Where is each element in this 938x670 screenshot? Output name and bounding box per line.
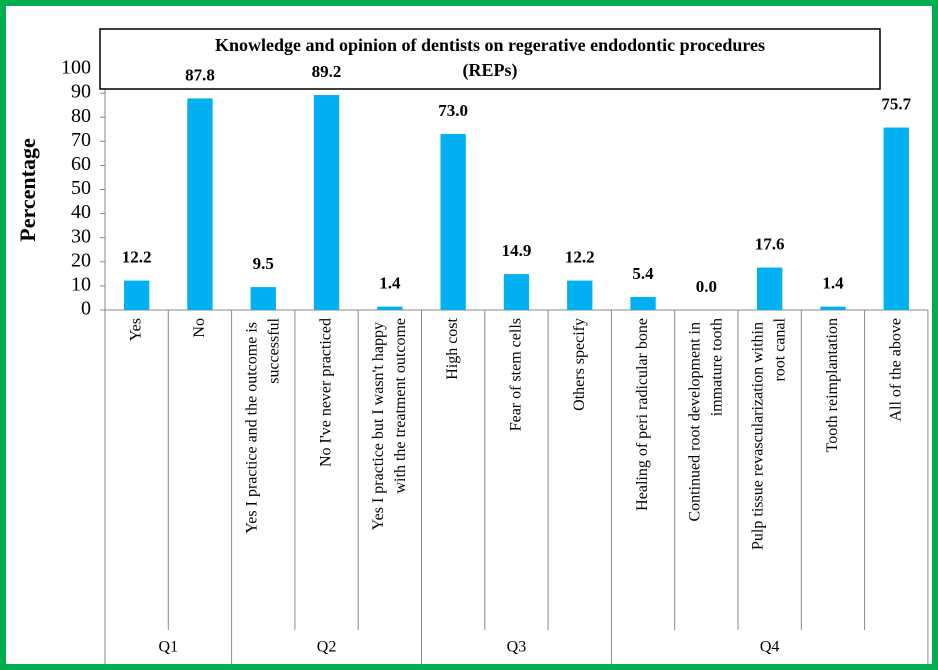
y-axis-label: Percentage	[15, 138, 40, 242]
x-tick-label: Pulp tissue revascularization within roo…	[749, 317, 788, 550]
value-label: 75.7	[881, 94, 911, 113]
group-label: Q4	[760, 639, 780, 656]
title-box	[99, 28, 881, 90]
bar	[377, 306, 403, 310]
x-tick-label: Yes	[127, 318, 144, 341]
value-label: 89.2	[312, 62, 342, 81]
y-tick-label: 70	[71, 129, 91, 151]
x-tick-label: Yes I practice but I wasn't happy with t…	[370, 318, 409, 530]
y-tick-label: 50	[71, 177, 91, 199]
value-label: 12.2	[122, 248, 152, 267]
y-tick-label: 60	[71, 153, 91, 175]
bar	[440, 134, 466, 310]
bar	[187, 98, 213, 310]
x-tick-label: Others specify	[570, 318, 587, 411]
group-label: Q1	[159, 639, 179, 656]
y-tick-label: 90	[71, 81, 91, 103]
x-tick-label: Tooth reimplantation	[824, 318, 841, 452]
y-tick-label: 80	[71, 105, 91, 127]
value-label: 14.9	[502, 241, 532, 260]
value-label: 0.0	[696, 277, 717, 296]
value-label: 12.2	[565, 248, 595, 267]
bar	[820, 306, 846, 310]
value-label: 73.0	[438, 101, 468, 120]
bar	[567, 280, 593, 310]
x-tick-label: High cost	[444, 317, 461, 379]
value-label: 5.4	[632, 264, 654, 283]
value-label: 1.4	[379, 274, 401, 293]
value-label: 17.6	[755, 234, 785, 253]
y-tick-label: 30	[71, 225, 91, 247]
bar	[883, 127, 909, 310]
y-tick-label: 100	[61, 57, 91, 79]
group-label: Q2	[317, 639, 337, 656]
value-label: 87.8	[185, 65, 215, 84]
value-label: 9.5	[253, 254, 274, 273]
y-tick-label: 10	[71, 273, 91, 295]
chart-title: Knowledge and opinion of dentists on reg…	[215, 35, 765, 55]
x-tick-label: Fear of stem cells	[507, 318, 524, 431]
group-label: Q3	[507, 639, 527, 656]
bar	[630, 296, 656, 310]
value-label: 1.4	[822, 274, 844, 293]
y-tick-label: 0	[81, 298, 91, 320]
x-tick-label: Healing of peri radicular bone	[634, 318, 651, 511]
chart-subtitle: (REPs)	[463, 60, 518, 81]
x-tick-label: All of the above	[887, 318, 904, 422]
x-tick-label: Yes I practice and the outcome is succes…	[243, 317, 282, 533]
y-tick-label: 20	[71, 249, 91, 271]
bar	[503, 274, 530, 310]
y-tick-label: 40	[71, 201, 91, 223]
bar	[123, 280, 150, 310]
x-tick-label: No	[191, 318, 208, 338]
bar	[250, 287, 276, 310]
x-tick-label: No I've never practiced	[317, 318, 334, 467]
x-tick-label: Continued root development in immature t…	[686, 318, 725, 522]
bar	[756, 267, 783, 310]
bar	[313, 95, 340, 310]
